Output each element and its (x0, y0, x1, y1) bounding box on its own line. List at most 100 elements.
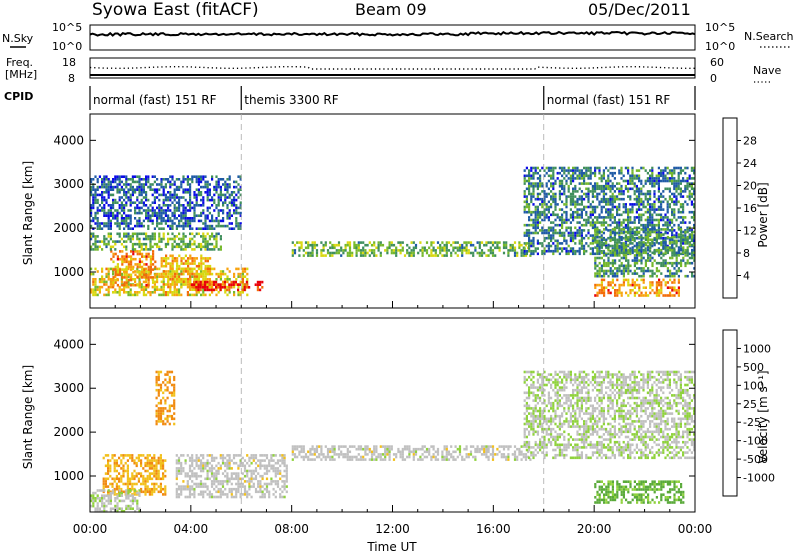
data-cell (200, 257, 203, 260)
data-cell (175, 291, 178, 294)
data-cell (217, 224, 220, 228)
data-cell (149, 183, 152, 186)
data-cell (170, 394, 174, 397)
data-cell (112, 178, 115, 181)
data-cell (600, 238, 603, 242)
data-cell (602, 177, 605, 180)
data-cell (151, 211, 154, 215)
data-cell (149, 293, 152, 297)
data-cell (657, 226, 660, 230)
data-cell (668, 169, 671, 172)
data-cell (211, 204, 214, 207)
data-cell (693, 210, 696, 214)
data-cell (543, 231, 546, 235)
data-cell (208, 288, 211, 292)
data-cell (644, 249, 647, 253)
freq-label-2: [MHz] (5, 68, 37, 81)
data-cell (576, 216, 579, 219)
data-cell (116, 273, 119, 277)
data-cell (118, 175, 121, 178)
data-cell (541, 244, 544, 248)
data-cell (534, 208, 537, 211)
data-cell (90, 235, 93, 238)
data-cell (572, 239, 575, 243)
data-cell (649, 213, 652, 217)
data-cell (603, 286, 606, 289)
data-cell (467, 251, 470, 255)
data-cell (596, 252, 599, 256)
data-cell (195, 201, 198, 204)
data-cell (627, 259, 630, 262)
data-cell (611, 281, 614, 284)
data-cell (547, 234, 550, 237)
data-cell (120, 280, 123, 284)
data-cell (563, 166, 566, 170)
data-cell (657, 171, 660, 175)
data-cell (219, 193, 222, 197)
data-cell (169, 191, 172, 194)
data-cell (125, 193, 128, 197)
data-cell (136, 198, 139, 202)
data-cell (191, 180, 194, 184)
data-cell (591, 223, 594, 227)
data-cell (191, 237, 194, 241)
data-cell (534, 169, 537, 172)
data-cell (491, 241, 495, 244)
data-cell (101, 240, 104, 243)
data-cell (208, 293, 211, 297)
data-cell (140, 285, 143, 289)
data-cell (180, 283, 183, 286)
data-cell (115, 464, 118, 468)
data-cell (642, 281, 645, 284)
data-cell (116, 291, 119, 294)
data-cell (565, 226, 568, 230)
data-cell (131, 474, 134, 478)
data-cell (165, 264, 168, 268)
data-cell (425, 241, 429, 244)
data-cell (116, 268, 119, 271)
data-cell (178, 209, 181, 212)
data-cell (541, 249, 544, 253)
data-cell (636, 259, 639, 262)
data-cell (148, 487, 151, 491)
data-cell (178, 264, 181, 268)
data-cell (680, 261, 683, 265)
data-cell (611, 216, 614, 219)
data-cell (226, 275, 229, 278)
data-cell (596, 197, 599, 201)
data-cell (436, 246, 440, 250)
data-cell (131, 235, 134, 238)
data-cell (233, 211, 236, 215)
data-cell (627, 272, 630, 275)
data-cell (94, 191, 97, 194)
data-cell (660, 208, 663, 211)
data-cell (627, 294, 630, 297)
data-cell (662, 208, 665, 211)
data-cell (528, 234, 531, 237)
data-cell (642, 200, 645, 204)
data-cell (138, 219, 141, 223)
data-cell (625, 264, 628, 268)
data-cell (245, 280, 248, 284)
data-cell (206, 280, 209, 284)
data-cell (642, 269, 645, 273)
data-cell (125, 183, 128, 186)
data-cell (189, 222, 192, 225)
data-cell (175, 461, 178, 465)
data-cell (565, 210, 568, 214)
data-cell (609, 208, 612, 211)
data-cell (532, 190, 535, 193)
data-cell (134, 293, 137, 297)
data-cell (633, 203, 636, 206)
data-cell (156, 242, 159, 246)
data-cell (684, 166, 687, 170)
data-cell (160, 293, 163, 297)
data-cell (118, 485, 121, 488)
data-cell (147, 206, 150, 210)
data-cell (193, 242, 196, 246)
data-cell (186, 480, 189, 483)
data-cell (313, 243, 316, 247)
data-cell (125, 257, 128, 261)
data-cell (189, 204, 192, 207)
data-cell (657, 242, 660, 245)
